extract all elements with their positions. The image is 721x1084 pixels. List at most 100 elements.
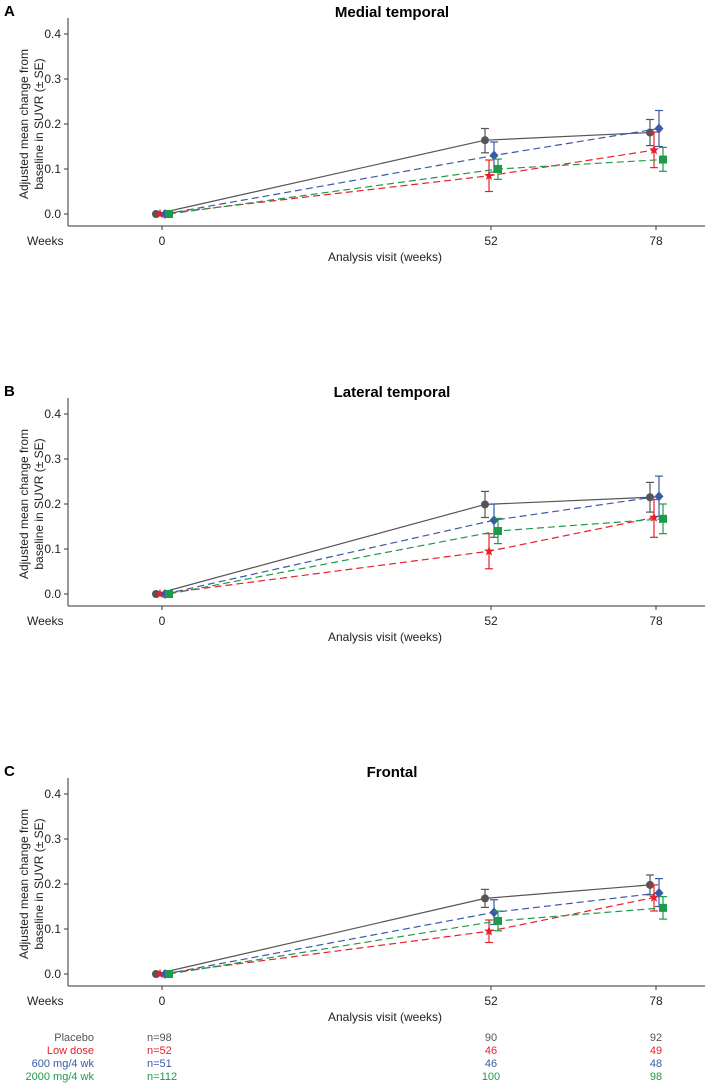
x-tick-label: 52 bbox=[484, 614, 498, 628]
data-point bbox=[659, 514, 667, 523]
data-point bbox=[165, 970, 173, 978]
y-axis-label: Adjusted mean change from baseline in SUV… bbox=[17, 429, 46, 579]
n-week0: n=112 bbox=[147, 1071, 177, 1083]
x-tick-label: 0 bbox=[159, 234, 166, 248]
panel-letter: B bbox=[4, 383, 15, 400]
data-point bbox=[165, 210, 173, 218]
data-point bbox=[481, 500, 489, 509]
n-week52: 46 bbox=[485, 1045, 497, 1057]
x-tick-label: 52 bbox=[484, 234, 498, 248]
y-tick-label: 0.3 bbox=[44, 452, 61, 466]
group-label: Placebo bbox=[54, 1032, 94, 1044]
n-table-row: 2000 mg/4 wk n=112 100 98 bbox=[26, 1071, 663, 1083]
x-axis-label: Analysis visit (weeks) bbox=[328, 1010, 442, 1024]
data-point bbox=[654, 491, 664, 502]
series-2000-mg-4-wk bbox=[165, 146, 667, 218]
n-week52: 100 bbox=[482, 1071, 500, 1083]
series-line bbox=[164, 892, 660, 975]
data-point bbox=[649, 892, 659, 902]
y-tick-label: 0.2 bbox=[44, 877, 61, 891]
x-tick-label: 78 bbox=[649, 614, 663, 628]
n-week78: 49 bbox=[650, 1045, 662, 1057]
data-point bbox=[481, 136, 489, 145]
y-axis-label-line: Adjusted mean change from bbox=[17, 49, 31, 199]
data-point bbox=[481, 894, 489, 903]
y-axis-label-line: baseline in SUVR (± SE) bbox=[32, 438, 46, 569]
y-tick-label: 0.4 bbox=[44, 27, 61, 41]
data-point bbox=[489, 907, 499, 918]
series-low-dose bbox=[155, 131, 659, 219]
panel-b: B Lateral temporal 0.0 0.1 0.2 0.3 0.4 0 52 78 Wee… bbox=[4, 383, 705, 644]
data-point bbox=[155, 588, 165, 599]
series-line bbox=[168, 158, 664, 215]
y-axis-label: Adjusted mean change from baseline in SUV… bbox=[17, 49, 46, 199]
x-tick-label: 0 bbox=[159, 994, 166, 1008]
n-week52: 90 bbox=[485, 1032, 497, 1044]
y-tick-label: 0.0 bbox=[44, 587, 61, 601]
data-point bbox=[659, 155, 667, 164]
n-week52: 46 bbox=[485, 1058, 497, 1070]
x-tick-label: 52 bbox=[484, 994, 498, 1008]
x-tick-label: 0 bbox=[159, 614, 166, 628]
n-week78: 92 bbox=[650, 1032, 662, 1044]
series-low-dose bbox=[155, 884, 659, 979]
y-tick-label: 0.4 bbox=[44, 407, 61, 421]
y-tick-label: 0.4 bbox=[44, 787, 61, 801]
y-tick-label: 0.3 bbox=[44, 72, 61, 86]
data-point bbox=[654, 123, 664, 134]
n-week0: n=51 bbox=[147, 1058, 172, 1070]
n-week0: n=98 bbox=[147, 1032, 172, 1044]
y-tick-label: 0.2 bbox=[44, 497, 61, 511]
panel-a: A Medial temporal 0.0 0.1 0.2 0.3 0.4 0 52 78 Week… bbox=[4, 3, 705, 264]
data-point bbox=[649, 144, 659, 155]
x-row-label: Weeks bbox=[27, 994, 63, 1008]
x-tick-label: 78 bbox=[649, 994, 663, 1008]
data-point bbox=[165, 590, 173, 598]
series-line bbox=[155, 131, 651, 215]
data-point bbox=[489, 150, 499, 161]
group-label: 600 mg/4 wk bbox=[32, 1058, 95, 1070]
n-table-row: Placebo n=98 90 92 bbox=[54, 1032, 662, 1044]
data-point bbox=[494, 527, 502, 535]
x-tick-label: 78 bbox=[649, 234, 663, 248]
data-point bbox=[484, 546, 494, 556]
series-line bbox=[159, 896, 655, 975]
series-placebo bbox=[152, 118, 654, 218]
panel-letter: C bbox=[4, 763, 15, 780]
series-2000-mg-4-wk bbox=[165, 503, 667, 598]
y-tick-label: 0.0 bbox=[44, 207, 61, 221]
n-week0: n=52 bbox=[147, 1045, 172, 1057]
y-tick-label: 0.0 bbox=[44, 967, 61, 981]
series-line bbox=[159, 149, 655, 215]
n-week78: 98 bbox=[650, 1071, 662, 1083]
data-point bbox=[489, 515, 499, 526]
data-point bbox=[484, 926, 494, 936]
y-tick-label: 0.1 bbox=[44, 542, 61, 556]
data-point bbox=[155, 208, 165, 219]
panel-title: Lateral temporal bbox=[334, 384, 451, 401]
y-axis-label-line: baseline in SUVR (± SE) bbox=[32, 58, 46, 189]
series-600-mg-4-wk bbox=[160, 475, 664, 599]
series-600-mg-4-wk bbox=[160, 109, 664, 219]
data-point bbox=[484, 170, 494, 180]
data-point bbox=[494, 916, 502, 925]
n-week78: 48 bbox=[650, 1058, 662, 1070]
series-line bbox=[159, 516, 655, 595]
series-low-dose bbox=[155, 498, 659, 599]
x-row-label: Weeks bbox=[27, 614, 63, 628]
series-600-mg-4-wk bbox=[160, 877, 664, 979]
data-point bbox=[659, 903, 667, 912]
panel-title: Frontal bbox=[367, 764, 418, 781]
x-axis-label: Analysis visit (weeks) bbox=[328, 630, 442, 644]
y-tick-label: 0.1 bbox=[44, 922, 61, 936]
y-axis-label-line: baseline in SUVR (± SE) bbox=[32, 818, 46, 949]
group-label: Low dose bbox=[47, 1045, 94, 1057]
data-point bbox=[649, 512, 659, 522]
group-label: 2000 mg/4 wk bbox=[26, 1071, 95, 1083]
x-axis-label: Analysis visit (weeks) bbox=[328, 250, 442, 264]
y-axis-label: Adjusted mean change from baseline in SUV… bbox=[17, 809, 46, 959]
n-table-row: 600 mg/4 wk n=51 46 48 bbox=[32, 1058, 663, 1070]
n-table-row: Low dose n=52 46 49 bbox=[47, 1045, 662, 1057]
